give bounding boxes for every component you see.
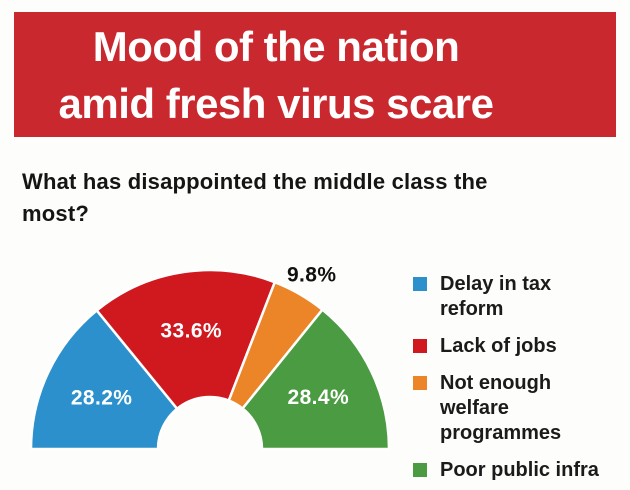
legend-swatch-poor-public-infra (413, 463, 427, 477)
legend-swatch-delay-in-tax-reform (413, 277, 427, 291)
chart-legend: Delay in tax reform Lack of jobs Not eno… (413, 272, 599, 483)
segment-value-label: 28.2% (71, 387, 133, 410)
segment-value-label: 33.6% (160, 320, 222, 343)
legend-label: Lack of jobs (440, 335, 557, 357)
legend-item-delay-in-tax-reform: Delay in tax reform (413, 272, 599, 322)
segment-value-label: 9.8% (287, 263, 336, 286)
legend-label: Delay in tax reform (440, 273, 552, 320)
header-banner: Mood of the nation amid fresh virus scar… (14, 12, 616, 137)
chart-segment-delay-in-tax-reform (29, 308, 179, 451)
legend-item-not-enough-welfare-programmes: Not enough welfare programmes (413, 371, 599, 446)
segment-value-label: 28.4% (288, 386, 350, 409)
chart-segment-poor-public-infra (240, 307, 391, 451)
legend-swatch-lack-of-jobs (413, 339, 427, 353)
half-donut-chart: 28.2% 33.6% 9.8% 28.4% (29, 263, 391, 451)
legend-item-lack-of-jobs: Lack of jobs (413, 334, 599, 359)
chart-segment-lack-of-jobs (95, 268, 277, 411)
legend-item-poor-public-infra: Poor public infra (413, 458, 599, 483)
chart-question: What has disappointed the middle class t… (22, 169, 488, 226)
legend-label: Poor public infra (440, 459, 599, 481)
page-title: Mood of the nation amid fresh virus scar… (58, 22, 494, 127)
legend-label: Not enough welfare programmes (440, 372, 562, 444)
legend-swatch-not-enough-welfare-programmes (413, 376, 427, 390)
